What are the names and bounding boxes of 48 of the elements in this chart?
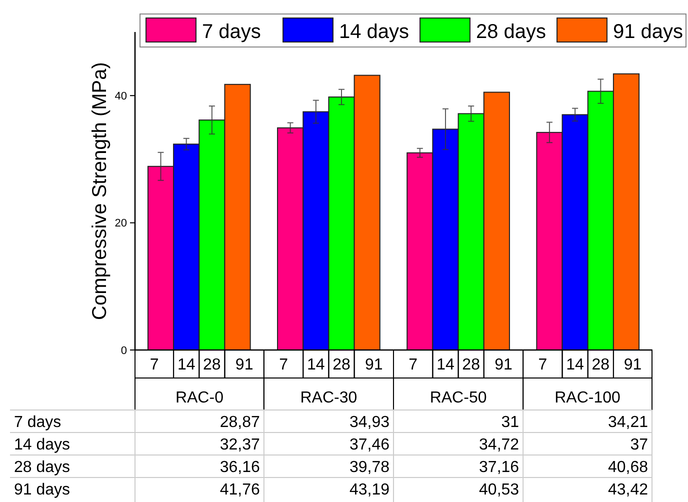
x-tick-label: RAC-30 [300, 390, 358, 407]
data-label: 40,53 [479, 481, 520, 498]
text: 14 [566, 356, 584, 374]
text: 28 [592, 356, 610, 374]
data-label: 32,37 [220, 436, 260, 454]
legend-label: 7 days [202, 21, 261, 43]
y-tick-label: 40 [114, 90, 127, 102]
text: 7 [150, 356, 159, 374]
text: 28 [203, 356, 221, 374]
text: 7 [279, 356, 288, 374]
data-label: 28,87 [220, 414, 260, 431]
text: 28 days [14, 458, 70, 476]
text: 91 [624, 356, 642, 374]
data-label: 43,19 [349, 481, 390, 498]
x-tick-label: RAC-0 [175, 390, 224, 407]
data-label: 43,42 [608, 481, 648, 498]
data-label: 37 [630, 436, 648, 454]
text: 28 [332, 356, 350, 374]
data-label: 34,93 [349, 414, 390, 431]
data-label: 37,16 [479, 458, 520, 476]
text: 7 [408, 356, 418, 374]
legend-label: 91 days [613, 21, 684, 43]
data-label: 40,68 [608, 458, 648, 476]
text: 91 [235, 356, 254, 374]
data-label: 41,76 [220, 481, 260, 498]
x-tick-label: RAC-50 [430, 390, 487, 407]
y-tick-label: 0 [120, 344, 127, 357]
data-label: 31 [501, 414, 520, 431]
text: 14 [307, 356, 325, 374]
text: 14 [177, 356, 196, 374]
text: 14 [436, 356, 454, 374]
data-label: 34,21 [608, 414, 648, 431]
legend-label: 14 days [339, 21, 410, 43]
text: 7 days [14, 414, 62, 431]
x-tick-label: RAC-100 [554, 390, 621, 407]
legend-label: 28 days [476, 21, 546, 43]
text: 91 days [14, 481, 70, 498]
data-label: 37,46 [349, 436, 390, 454]
data-label: 36,16 [220, 458, 260, 476]
text: 91 [494, 356, 512, 374]
text: 14 days [14, 436, 70, 454]
y-tick-label: 20 [114, 218, 127, 230]
text: 28 [462, 356, 480, 374]
data-label: 39,78 [349, 458, 390, 476]
y-axis-title: Compressive Strength (MPa) [89, 62, 111, 320]
text: 91 [365, 356, 383, 374]
text: 7 [538, 356, 548, 374]
data-label: 34,72 [479, 436, 520, 454]
